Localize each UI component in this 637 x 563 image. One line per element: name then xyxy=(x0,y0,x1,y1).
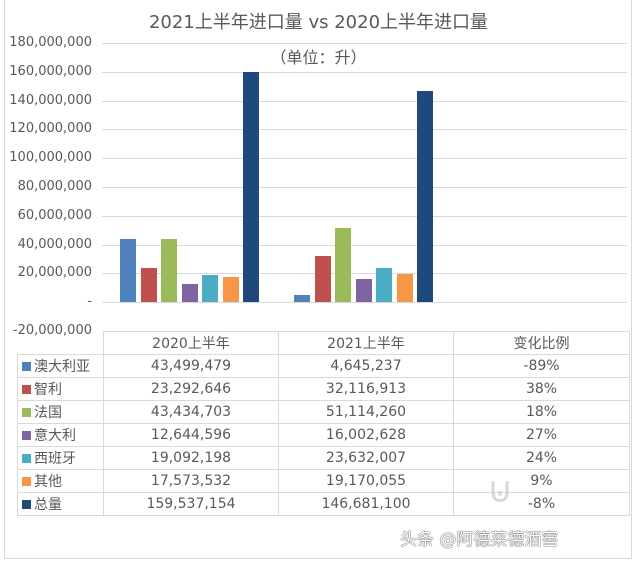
legend-swatch-icon xyxy=(22,362,31,371)
table-row: 澳大利亚 43,499,479 4,645,237 -89% xyxy=(17,354,630,378)
data-table: 2020上半年 2021上半年 变化比例 澳大利亚 43,499,479 4,645… xyxy=(17,331,630,516)
legend-swatch-icon xyxy=(22,454,31,463)
table-row: 意大利 12,644,596 16,002,628 27% xyxy=(17,423,630,447)
series-name: 法国 xyxy=(34,405,62,421)
change-ratio: 24% xyxy=(453,446,630,470)
row-label: 总量 xyxy=(17,492,104,516)
value-2021: 32,116,913 xyxy=(278,377,454,401)
gridline xyxy=(102,129,627,131)
value-2020: 17,573,532 xyxy=(103,469,279,493)
value-2020: 43,434,703 xyxy=(103,400,279,424)
y-tick-label: 160,000,000 xyxy=(9,63,92,79)
gridline xyxy=(102,158,627,160)
series-name: 总量 xyxy=(34,497,62,513)
y-tick-label: 40,000,000 xyxy=(17,236,92,252)
table-row: 总量 159,537,154 146,681,100 -8% xyxy=(17,492,630,516)
change-ratio: 18% xyxy=(453,400,630,424)
header-2021: 2021上半年 xyxy=(278,331,454,355)
value-2021: 4,645,237 xyxy=(278,354,454,378)
series-name: 其他 xyxy=(34,474,62,490)
bar-1-2 xyxy=(335,228,351,302)
table-row: 西班牙 19,092,198 23,632,007 24% xyxy=(17,446,630,470)
value-2021: 51,114,260 xyxy=(278,400,454,424)
bar-1-3 xyxy=(355,278,372,302)
watermark: 头条 @阿德莱德酒窖 xyxy=(400,530,559,550)
chart-subtitle: （单位：升） xyxy=(270,48,367,67)
change-ratio: -8% xyxy=(453,492,630,516)
row-label: 其他 xyxy=(17,469,104,493)
gridline xyxy=(102,244,627,246)
table-corner xyxy=(17,331,104,355)
bar-1-6 xyxy=(417,90,433,302)
legend-swatch-icon xyxy=(22,500,31,509)
wine-glass-watermark-icon: ⊍ xyxy=(487,470,514,511)
series-name: 西班牙 xyxy=(34,451,76,467)
y-tick-label: 60,000,000 xyxy=(17,207,92,223)
value-2021: 19,170,055 xyxy=(278,469,454,493)
gridline xyxy=(102,100,627,102)
row-label: 智利 xyxy=(17,377,104,401)
bar-0-1 xyxy=(140,268,157,302)
legend-swatch-icon xyxy=(22,385,31,394)
legend-swatch-icon xyxy=(22,431,31,440)
bar-1-1 xyxy=(314,255,331,302)
bar-0-6 xyxy=(243,72,259,302)
header-2020: 2020上半年 xyxy=(103,331,279,355)
series-name: 意大利 xyxy=(34,428,76,444)
row-label: 意大利 xyxy=(17,423,104,447)
y-tick-label: 20,000,000 xyxy=(17,265,92,281)
table-row: 法国 43,434,703 51,114,260 18% xyxy=(17,400,630,424)
table-row: 其他 17,573,532 19,170,055 9% xyxy=(17,469,630,493)
change-ratio: -89% xyxy=(453,354,630,378)
chart-title: 2021上半年进口量 vs 2020上半年进口量 xyxy=(148,12,489,33)
gridline xyxy=(102,273,627,275)
gridline xyxy=(102,302,627,304)
legend-swatch-icon xyxy=(22,408,31,417)
value-2020: 12,644,596 xyxy=(103,423,279,447)
y-tick-label: 180,000,000 xyxy=(9,35,92,50)
series-name: 智利 xyxy=(34,382,62,398)
bar-0-0 xyxy=(120,239,136,302)
y-tick-label: 140,000,000 xyxy=(9,92,92,108)
table-header-row: 2020上半年 2021上半年 变化比例 xyxy=(17,331,630,355)
gridline xyxy=(102,71,627,73)
change-ratio: 27% xyxy=(453,423,630,447)
legend-swatch-icon xyxy=(22,477,31,486)
table-row: 智利 23,292,646 32,116,913 38% xyxy=(17,377,630,401)
bar-1-5 xyxy=(396,274,413,302)
row-label: 法国 xyxy=(17,400,104,424)
bar-0-5 xyxy=(222,276,239,302)
change-ratio: 9% xyxy=(453,469,630,493)
value-2021: 16,002,628 xyxy=(278,423,454,447)
bar-0-2 xyxy=(161,239,177,302)
bar-0-3 xyxy=(181,283,198,302)
change-ratio: 38% xyxy=(453,377,630,401)
value-2021: 146,681,100 xyxy=(278,492,454,516)
row-label: 西班牙 xyxy=(17,446,104,470)
value-2020: 23,292,646 xyxy=(103,377,279,401)
y-tick-label: 80,000,000 xyxy=(17,179,92,194)
value-2020: 43,499,479 xyxy=(103,354,279,378)
value-2020: 19,092,198 xyxy=(103,446,279,470)
gridline xyxy=(102,43,627,44)
value-2021: 23,632,007 xyxy=(278,446,454,470)
bar-1-0 xyxy=(294,295,310,302)
bar-0-4 xyxy=(202,274,218,302)
y-tick-label: 120,000,000 xyxy=(9,121,92,137)
gridline xyxy=(102,215,627,217)
value-2020: 159,537,154 xyxy=(103,492,279,516)
series-name: 澳大利亚 xyxy=(34,359,90,375)
bar-1-4 xyxy=(376,267,392,302)
gridline xyxy=(102,187,627,188)
y-tick-label: 100,000,000 xyxy=(9,150,92,166)
chart-frame xyxy=(4,0,632,559)
header-change: 变化比例 xyxy=(453,331,630,355)
row-label: 澳大利亚 xyxy=(17,354,104,378)
y-tick-label: - xyxy=(87,294,92,310)
